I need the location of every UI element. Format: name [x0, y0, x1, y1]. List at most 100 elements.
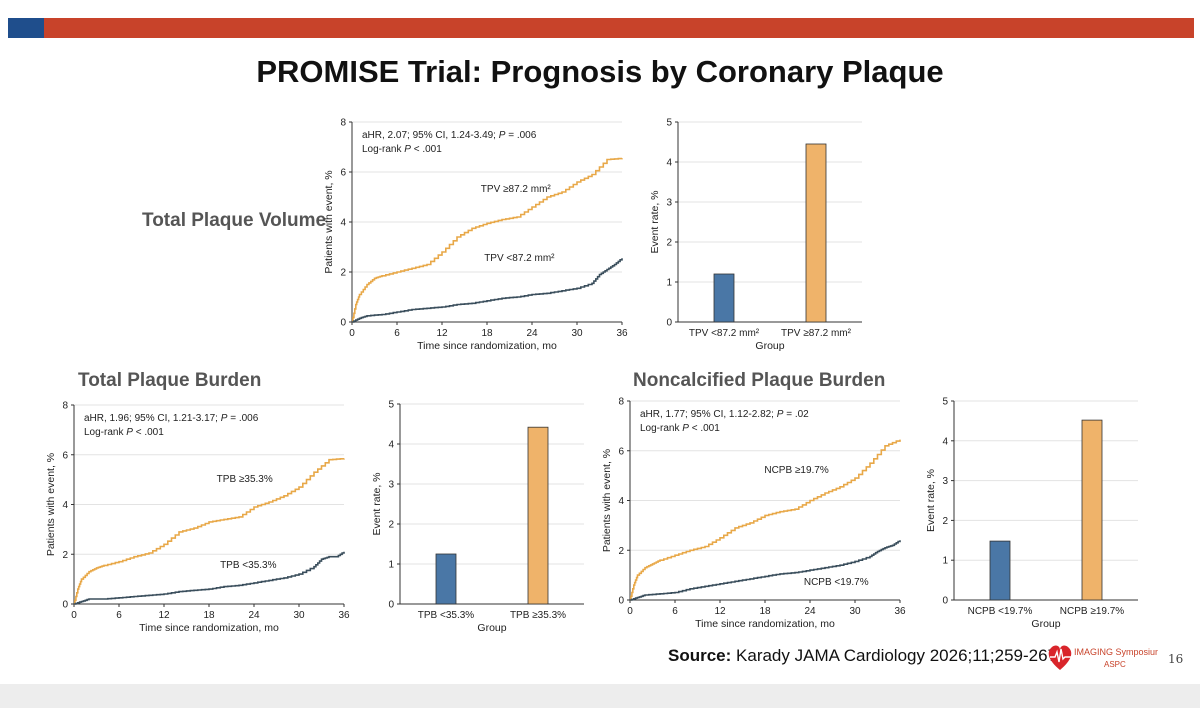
ncpb-km-series-high-line — [630, 439, 901, 601]
tpb-bar-x-axis-label: Group — [477, 622, 506, 634]
ncpb-km-y-tick-label: 0 — [618, 596, 624, 607]
tpb-km-y-tick-label: 6 — [62, 450, 68, 461]
tpb-km-x-tick-label: 0 — [71, 610, 77, 621]
tpv-km-x-tick-label: 30 — [571, 328, 583, 339]
ncpb-bar-bar-0 — [989, 540, 1011, 601]
ncpb-bar-y-axis-label: Event rate, % — [925, 469, 937, 532]
ncpb-km-x-tick-label: 12 — [714, 606, 726, 617]
tpv-bar-y-tick-label: 2 — [666, 238, 672, 249]
tpb-bar-y-tick-label: 1 — [388, 560, 394, 571]
ncpb-km-series-label-low: NCPB <19.7% — [804, 577, 869, 588]
tpv-km-series-label-high: TPV ≥87.2 mm² — [481, 184, 552, 195]
ncpb-bar-y-tick-label: 4 — [942, 436, 948, 447]
header-accent-blue — [8, 18, 44, 38]
tpb-bar-category-label: TPB <35.3% — [418, 610, 475, 621]
tpv-km-y-tick-label: 6 — [340, 168, 346, 179]
tpv-bar-category-label: TPV <87.2 mm² — [689, 328, 760, 339]
ncpb-bar-y-tick-label: 0 — [942, 596, 948, 607]
tpv-bar-category-label: TPV ≥87.2 mm² — [781, 328, 852, 339]
ncpb-km-y-tick-label: 4 — [618, 496, 624, 507]
tpb-km-logrank-annotation: Log-rank P < .001 — [84, 427, 164, 438]
tpv-km-x-tick-label: 0 — [349, 328, 355, 339]
tpb-bar-y-axis-label: Event rate, % — [371, 472, 383, 535]
tpv-km-series-low-line — [352, 258, 623, 323]
tpv-bar-bar-0 — [713, 273, 735, 323]
page-number: 16 — [1168, 652, 1184, 666]
ncpb-bar-y-tick-label: 1 — [942, 556, 948, 567]
ncpb-km-y-tick-label: 6 — [618, 446, 624, 457]
tpv-bar-y-axis-label: Event rate, % — [649, 190, 661, 253]
tpb-km-x-tick-label: 24 — [248, 610, 260, 621]
tpb-bar-y-tick-label: 2 — [388, 520, 394, 531]
tpv-km-x-tick-label: 18 — [481, 328, 493, 339]
tpb-km-series-label-high: TPB ≥35.3% — [217, 474, 273, 485]
tpv-km-series-label-low: TPV <87.2 mm² — [484, 253, 555, 264]
tpb-bar-category-label: TPB ≥35.3% — [510, 610, 566, 621]
tpv-bar-x-axis-label: Group — [755, 340, 784, 352]
ncpb-km-x-tick-label: 18 — [759, 606, 771, 617]
tpb-km-series-high-line — [74, 458, 345, 605]
ncpb-km-logrank-annotation: Log-rank P < .001 — [640, 423, 720, 434]
tpb-km-x-tick-label: 6 — [116, 610, 122, 621]
tpb-km-y-tick-label: 2 — [62, 550, 68, 561]
tpv-km-x-tick-label: 24 — [526, 328, 538, 339]
bottom-strip — [0, 684, 1200, 708]
source-text: Karady JAMA Cardiology 2026;11;259-267. — [731, 646, 1062, 665]
ncpb-km-y-tick-label: 8 — [618, 397, 624, 408]
ncpb-km-x-tick-label: 6 — [672, 606, 678, 617]
tpb-bar-bar-1 — [527, 426, 549, 605]
slide-title: PROMISE Trial: Prognosis by Coronary Pla… — [256, 54, 944, 89]
section-label-tpb: Total Plaque Burden — [78, 370, 262, 391]
logo-line2: ASPC — [1104, 660, 1126, 669]
tpb-km-y-tick-label: 8 — [62, 401, 68, 412]
tpv-km-x-tick-label: 6 — [394, 328, 400, 339]
ncpb-bar-y-tick-label: 3 — [942, 476, 948, 487]
tpb-bar-y-tick-label: 4 — [388, 440, 394, 451]
ncpb-bar-bar-1 — [1081, 419, 1103, 601]
ncpb-km-x-tick-label: 36 — [894, 606, 906, 617]
tpv-bar-y-tick-label: 5 — [666, 118, 672, 129]
tpv-km-x-tick-label: 36 — [616, 328, 628, 339]
tpb-bar-y-tick-label: 0 — [388, 600, 394, 611]
ncpb-bar-category-label: NCPB ≥19.7% — [1060, 606, 1125, 617]
tpb-km-y-tick-label: 0 — [62, 600, 68, 611]
section-label-tpv: Total Plaque Volume — [142, 210, 327, 231]
ncpb-bar-y-tick-label: 2 — [942, 516, 948, 527]
tpb-bar-y-tick-label: 5 — [388, 400, 394, 411]
ncpb-km-series-low-line — [630, 540, 901, 601]
tpb-bar-chart: 0 1 2 3 4 5 TPB <35.3% TPB ≥35.3% Group Event rat… — [371, 400, 584, 634]
tpb-km-y-axis-label: Patients with event, % — [45, 453, 57, 556]
ncpb-km-series-label-high: NCPB ≥19.7% — [764, 465, 829, 476]
tpv-km-hr-annotation: aHR, 2.07; 95% CI, 1.24-3.49; P = .006 — [362, 130, 537, 141]
tpv-bar-y-tick-label: 0 — [666, 318, 672, 329]
tpb-bar-bar-0 — [435, 553, 457, 605]
ncpb-bar-chart: 0 1 2 3 4 5 NCPB <19.7% NCPB ≥19.7%Group Event r… — [925, 397, 1138, 630]
ncpb-km-y-tick-label: 2 — [618, 546, 624, 557]
tpv-km-y-tick-label: 2 — [340, 268, 346, 279]
section-label-ncpb: Noncalcified Plaque Burden — [633, 370, 886, 391]
tpb-km-y-tick-label: 4 — [62, 500, 68, 511]
tpb-km-series-label-low: TPB <35.3% — [220, 560, 277, 571]
ncpb-km-x-axis-label: Time since randomization, mo — [695, 618, 835, 630]
tpv-km-y-axis-label: Patients with event, % — [323, 170, 335, 273]
tpv-km-y-tick-label: 8 — [340, 118, 346, 129]
ncpb-km-hr-annotation: aHR, 1.77; 95% CI, 1.12-2.82; P = .02 — [640, 409, 809, 420]
source-prefix: Source: — [668, 646, 732, 665]
tpv-km-y-tick-label: 4 — [340, 218, 346, 229]
tpv-bar-bar-1 — [805, 143, 827, 323]
tpb-km-x-tick-label: 18 — [203, 610, 215, 621]
tpb-bar-y-tick-label: 3 — [388, 480, 394, 491]
ncpb-km-y-axis-label: Patients with event, % — [601, 449, 613, 552]
tpb-km-x-tick-label: 30 — [293, 610, 305, 621]
ncpb-km-x-tick-label: 0 — [627, 606, 633, 617]
ncpb-bar-y-tick-label: 5 — [942, 397, 948, 408]
ncpb-km-x-tick-label: 24 — [804, 606, 816, 617]
tpb-km-x-tick-label: 12 — [158, 610, 170, 621]
tpb-km-x-tick-label: 36 — [338, 610, 350, 621]
tpv-bar-y-tick-label: 3 — [666, 198, 672, 209]
symposium-logo: IMAGING Symposium ASPC — [1046, 640, 1163, 674]
